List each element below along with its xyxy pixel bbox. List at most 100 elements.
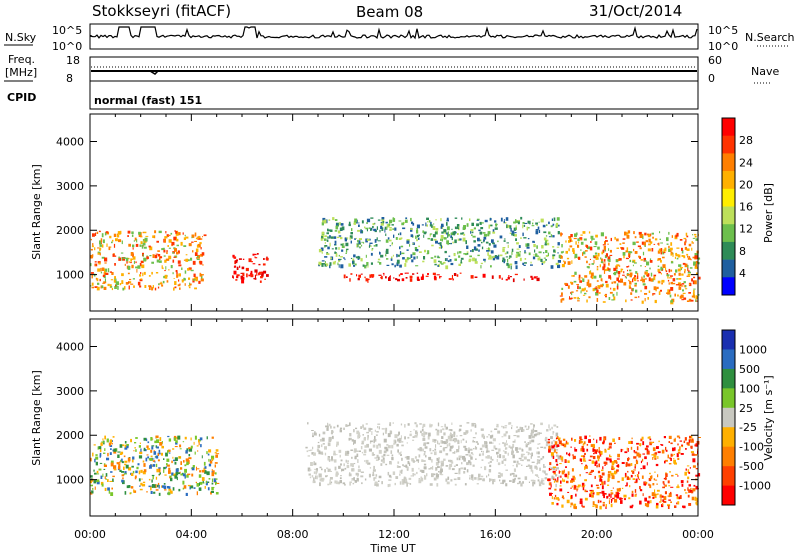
echo-cell bbox=[577, 257, 579, 259]
echo-cell bbox=[466, 245, 469, 249]
echo-cell bbox=[389, 276, 391, 279]
echo-cell bbox=[100, 267, 102, 272]
echo-cell bbox=[353, 463, 356, 465]
echo-cell bbox=[480, 466, 482, 469]
echo-cell bbox=[329, 482, 332, 485]
echo-cell bbox=[163, 483, 166, 485]
echo-cell bbox=[604, 241, 606, 244]
echo-cell bbox=[646, 462, 648, 466]
echo-cell bbox=[378, 274, 382, 276]
echo-cell bbox=[96, 470, 99, 474]
echo-cell bbox=[134, 477, 137, 480]
echo-cell bbox=[124, 471, 127, 475]
echo-cell bbox=[502, 257, 505, 261]
echo-cell bbox=[561, 292, 563, 296]
echo-cell bbox=[385, 233, 387, 236]
echo-cell bbox=[423, 463, 427, 466]
echo-cell bbox=[490, 250, 494, 254]
echo-cell bbox=[176, 244, 179, 247]
echo-cell bbox=[591, 460, 595, 464]
echo-cell bbox=[452, 241, 454, 244]
echo-region bbox=[547, 435, 701, 510]
echo-cell bbox=[361, 440, 364, 445]
echo-cell bbox=[563, 444, 565, 446]
echo-cell bbox=[161, 265, 163, 269]
echo-cell bbox=[552, 440, 556, 442]
echo-cell bbox=[688, 489, 692, 493]
echo-cell bbox=[649, 472, 651, 475]
echo-cell bbox=[567, 471, 570, 476]
echo-cell bbox=[555, 478, 557, 481]
echo-cell bbox=[209, 459, 212, 461]
echo-cell bbox=[555, 497, 559, 500]
echo-cell bbox=[142, 481, 146, 484]
echo-cell bbox=[118, 257, 121, 261]
echo-cell bbox=[668, 441, 670, 443]
echo-cell bbox=[185, 450, 188, 454]
echo-cell bbox=[416, 459, 420, 462]
echo-cell bbox=[252, 253, 255, 256]
echo-cell bbox=[148, 275, 151, 277]
echo-cell bbox=[137, 281, 141, 286]
echo-cell bbox=[684, 263, 688, 268]
echo-cell bbox=[188, 243, 192, 247]
echo-cell bbox=[574, 233, 577, 237]
echo-cell bbox=[496, 423, 499, 428]
colorbar-segment bbox=[722, 485, 735, 506]
echo-cell bbox=[470, 429, 472, 432]
echo-cell bbox=[112, 436, 115, 438]
echo-cell bbox=[548, 221, 550, 225]
echo-cell bbox=[616, 269, 618, 274]
echo-cell bbox=[449, 437, 452, 442]
echo-cell bbox=[214, 464, 216, 468]
echo-cell bbox=[517, 253, 521, 257]
echo-cell bbox=[611, 498, 613, 502]
echo-cell bbox=[617, 480, 620, 483]
echo-cell bbox=[344, 483, 346, 486]
echo-cell bbox=[143, 469, 147, 473]
echo-cell bbox=[374, 239, 377, 243]
echo-cell bbox=[652, 447, 656, 452]
echo-cell bbox=[358, 274, 361, 278]
echo-cell bbox=[157, 482, 160, 486]
echo-cell bbox=[549, 492, 552, 496]
echo-cell bbox=[556, 246, 560, 248]
echo-cell bbox=[654, 471, 656, 473]
echo-cell bbox=[507, 452, 509, 456]
echo-cell bbox=[615, 259, 619, 263]
echo-cell bbox=[514, 232, 517, 234]
echo-cell bbox=[166, 234, 169, 237]
y-tick-label: 2000 bbox=[56, 224, 84, 237]
echo-cell bbox=[670, 281, 673, 285]
echo-cell bbox=[358, 222, 360, 224]
echo-cell bbox=[430, 452, 433, 455]
echo-cell bbox=[528, 252, 531, 256]
echo-cell bbox=[214, 462, 218, 464]
echo-cell bbox=[390, 450, 393, 454]
echo-cell bbox=[678, 264, 682, 267]
echo-cell bbox=[151, 446, 154, 450]
echo-cell bbox=[242, 258, 245, 260]
echo-cell bbox=[514, 474, 518, 478]
echo-cell bbox=[610, 490, 613, 492]
echo-cell bbox=[440, 462, 444, 467]
echo-cell bbox=[576, 284, 579, 286]
echo-cell bbox=[661, 279, 665, 283]
echo-cell bbox=[685, 285, 687, 288]
echo-cell bbox=[447, 234, 450, 237]
echo-cell bbox=[202, 482, 205, 484]
echo-cell bbox=[672, 282, 676, 285]
echo-cell bbox=[589, 258, 591, 260]
echo-cell bbox=[545, 473, 548, 476]
echo-cell bbox=[428, 468, 431, 470]
echo-cell bbox=[321, 260, 325, 262]
echo-cell bbox=[168, 488, 172, 491]
echo-cell bbox=[151, 474, 155, 477]
echo-cell bbox=[520, 453, 524, 458]
echo-cell bbox=[424, 249, 427, 253]
echo-cell bbox=[453, 431, 456, 435]
echo-cell bbox=[693, 289, 695, 293]
colorbar-segment bbox=[722, 171, 735, 190]
echo-cell bbox=[639, 454, 642, 456]
echo-cell bbox=[694, 454, 698, 456]
